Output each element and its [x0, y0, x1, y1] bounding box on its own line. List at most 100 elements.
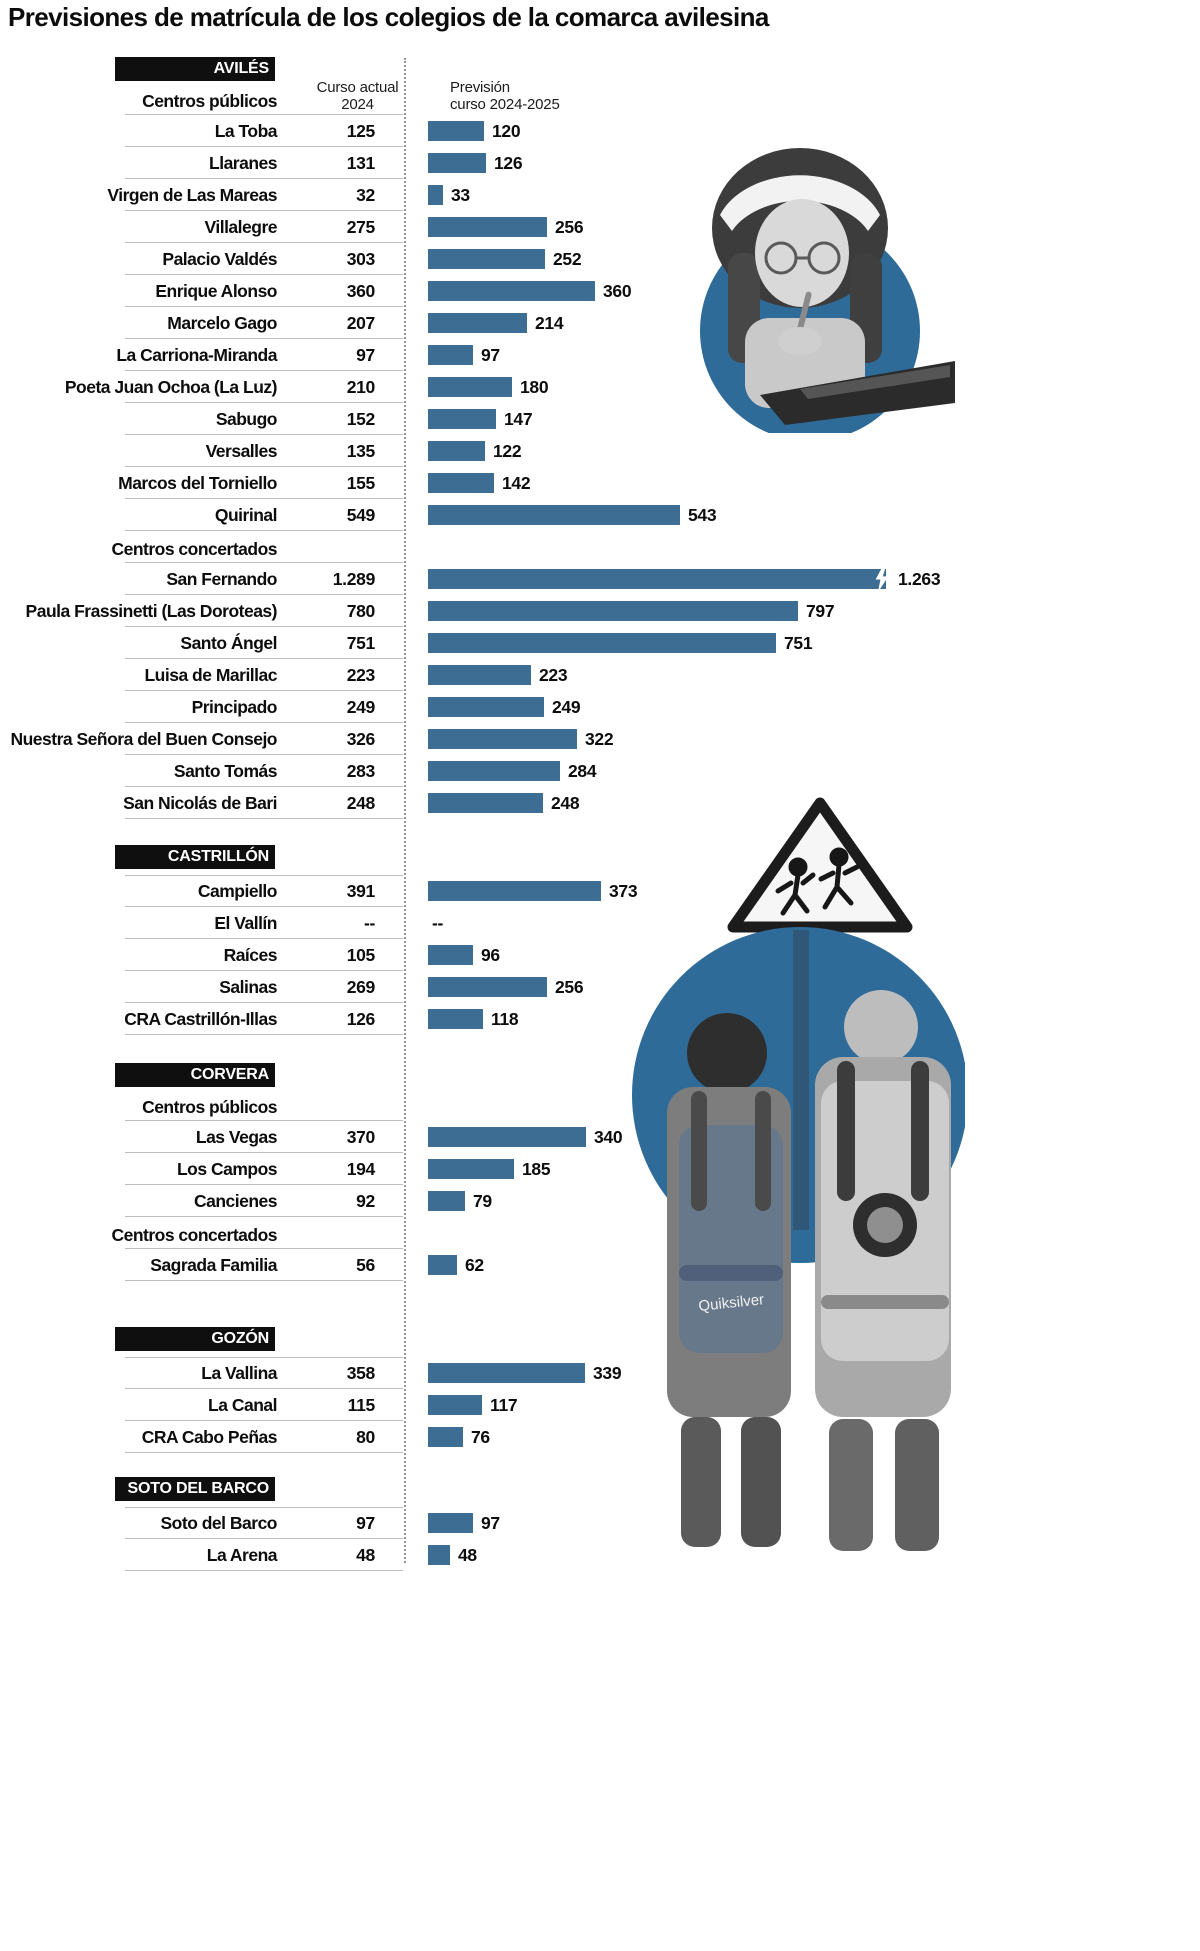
current-enrollment-value: 48	[356, 1545, 375, 1565]
current-enrollment-value: 1.289	[332, 569, 376, 589]
region-header-castrillon: CASTRILLÓN	[115, 845, 275, 869]
running-children-pictogram	[775, 847, 860, 916]
current-enrollment-value: 248	[346, 793, 376, 813]
forecast-value: 79	[473, 1191, 492, 1211]
current-enrollment-value: 32	[356, 185, 375, 205]
forecast-bar	[428, 217, 547, 237]
school-row-la-toba: La Toba 125 120	[0, 115, 1200, 147]
forecast-bar	[428, 761, 560, 781]
forecast-bar	[428, 793, 543, 813]
school-name: Poeta Juan Ochoa (La Luz)	[64, 377, 278, 397]
forecast-bar	[428, 1191, 465, 1211]
school-row-las-vegas: Las Vegas 370 340	[0, 1121, 1200, 1153]
school-name: El Vallín	[214, 913, 277, 933]
current-enrollment-value: 283	[346, 761, 376, 781]
current-enrollment-value: 326	[346, 729, 376, 749]
school-row-san-fernando: San Fernando 1.289 1.263	[0, 563, 1200, 595]
forecast-bar	[428, 665, 531, 685]
school-row-nuestra-senora-del-buen-consejo: Nuestra Señora del Buen Consejo 326 322	[0, 723, 1200, 755]
current-enrollment-value: 56	[356, 1255, 375, 1275]
column-header-forecast: Previsión curso 2024-2025	[450, 79, 560, 113]
current-enrollment-value: 249	[346, 697, 376, 717]
school-row-enrique-alonso: Enrique Alonso 360 360	[0, 275, 1200, 307]
chart-axis-divider	[404, 58, 406, 1563]
school-name: La Vallina	[201, 1363, 277, 1383]
forecast-bar	[428, 153, 486, 173]
forecast-bar	[428, 473, 494, 493]
school-name: Virgen de Las Mareas	[107, 185, 277, 205]
school-row-paula-frassinetti-las-doroteas: Paula Frassinetti (Las Doroteas) 780 797	[0, 595, 1200, 627]
forecast-value: 185	[522, 1159, 551, 1179]
rows-group: La Toba 125 120 Llaranes 131 126 Virgen de Las…	[0, 115, 1200, 531]
school-name: Marcos del Torniello	[118, 473, 277, 493]
current-enrollment-value: 210	[346, 377, 376, 397]
school-name: Cancienes	[193, 1191, 278, 1211]
forecast-bar	[428, 1545, 450, 1565]
forecast-value: 120	[492, 121, 521, 141]
school-name: Principado	[191, 697, 278, 717]
school-row-salinas: Salinas 269 256	[0, 971, 1200, 1003]
forecast-bar	[428, 977, 547, 997]
current-enrollment-value: 152	[346, 409, 376, 429]
current-enrollment-value: 194	[346, 1159, 376, 1179]
forecast-bar	[428, 1513, 473, 1533]
forecast-bar	[428, 1395, 482, 1415]
school-name: Las Vegas	[195, 1127, 278, 1147]
school-row-la-carriona-miranda: La Carriona-Miranda 97 97	[0, 339, 1200, 371]
forecast-value: 62	[465, 1255, 484, 1275]
region-header-corvera: CORVERA	[115, 1063, 275, 1087]
school-row-sagrada-familia: Sagrada Familia 56 62	[0, 1249, 1200, 1281]
forecast-value: 97	[481, 1513, 500, 1533]
group-subheader-centros-concertados: Centros concertados	[0, 1221, 403, 1249]
forecast-value: 122	[493, 441, 522, 461]
column-header-forecast-line2: curso 2024-2025	[450, 96, 560, 113]
school-row-santo-tomas: Santo Tomás 283 284	[0, 755, 1200, 787]
forecast-value: 543	[688, 505, 717, 525]
forecast-bar	[428, 185, 443, 205]
rows-group: San Fernando 1.289 1.263 Paula Frassinetti …	[0, 563, 1200, 819]
forecast-value: 147	[504, 409, 533, 429]
current-enrollment-value: 207	[346, 313, 376, 333]
school-name: San Fernando	[166, 569, 277, 589]
forecast-bar	[428, 1363, 585, 1383]
children-crossing-illustration: Quiksilver	[632, 797, 968, 1551]
forecast-value: 76	[471, 1427, 490, 1447]
school-row-quirinal: Quirinal 549 543	[0, 499, 1200, 531]
forecast-bar	[428, 441, 485, 461]
school-row-los-campos: Los Campos 194 185	[0, 1153, 1200, 1185]
current-enrollment-value: 360	[346, 281, 376, 301]
school-row-marcelo-gago: Marcelo Gago 207 214	[0, 307, 1200, 339]
rows-group: La Vallina 358 339 La Canal 115 117 CRA Cabo P…	[0, 1357, 1200, 1453]
forecast-bar	[428, 505, 680, 525]
school-name: Soto del Barco	[160, 1513, 278, 1533]
forecast-bar	[428, 1127, 586, 1147]
forecast-value: 117	[490, 1395, 518, 1415]
forecast-bar	[428, 1255, 457, 1275]
rows-group: Campiello 391 373 El Vallín -- -- Raíces 105 96 S…	[0, 875, 1200, 1035]
forecast-value: 284	[568, 761, 597, 781]
rows-group: Las Vegas 370 340 Los Campos 194 185 Cancienes…	[0, 1121, 1200, 1217]
forecast-value: 256	[555, 217, 584, 237]
girl-studying-photo	[650, 103, 960, 441]
school-name: Palacio Valdés	[162, 249, 277, 269]
school-name: La Carriona-Miranda	[116, 345, 277, 365]
forecast-value: 248	[551, 793, 580, 813]
school-row-soto-del-barco: Soto del Barco 97 97	[0, 1507, 1200, 1539]
current-enrollment-value: 97	[356, 345, 375, 365]
current-enrollment-value: 549	[346, 505, 376, 525]
forecast-value: 256	[555, 977, 584, 997]
current-enrollment-value: 751	[346, 633, 376, 653]
school-name: Marcelo Gago	[167, 313, 277, 333]
forecast-value: 751	[784, 633, 813, 653]
school-row-principado: Principado 249 249	[0, 691, 1200, 723]
school-row-virgen-de-las-mareas: Virgen de Las Mareas 32 33	[0, 179, 1200, 211]
forecast-bar	[428, 881, 601, 901]
current-enrollment-value: 269	[346, 977, 376, 997]
forecast-value: 118	[491, 1009, 519, 1029]
warning-triangle-sign	[727, 797, 913, 933]
current-enrollment-value: 303	[346, 249, 376, 269]
school-row-cra-castrillon-illas: CRA Castrillón-Illas 126 118	[0, 1003, 1200, 1035]
forecast-bar	[428, 313, 527, 333]
forecast-value: 214	[535, 313, 564, 333]
school-row-luisa-de-marillac: Luisa de Marillac 223 223	[0, 659, 1200, 691]
